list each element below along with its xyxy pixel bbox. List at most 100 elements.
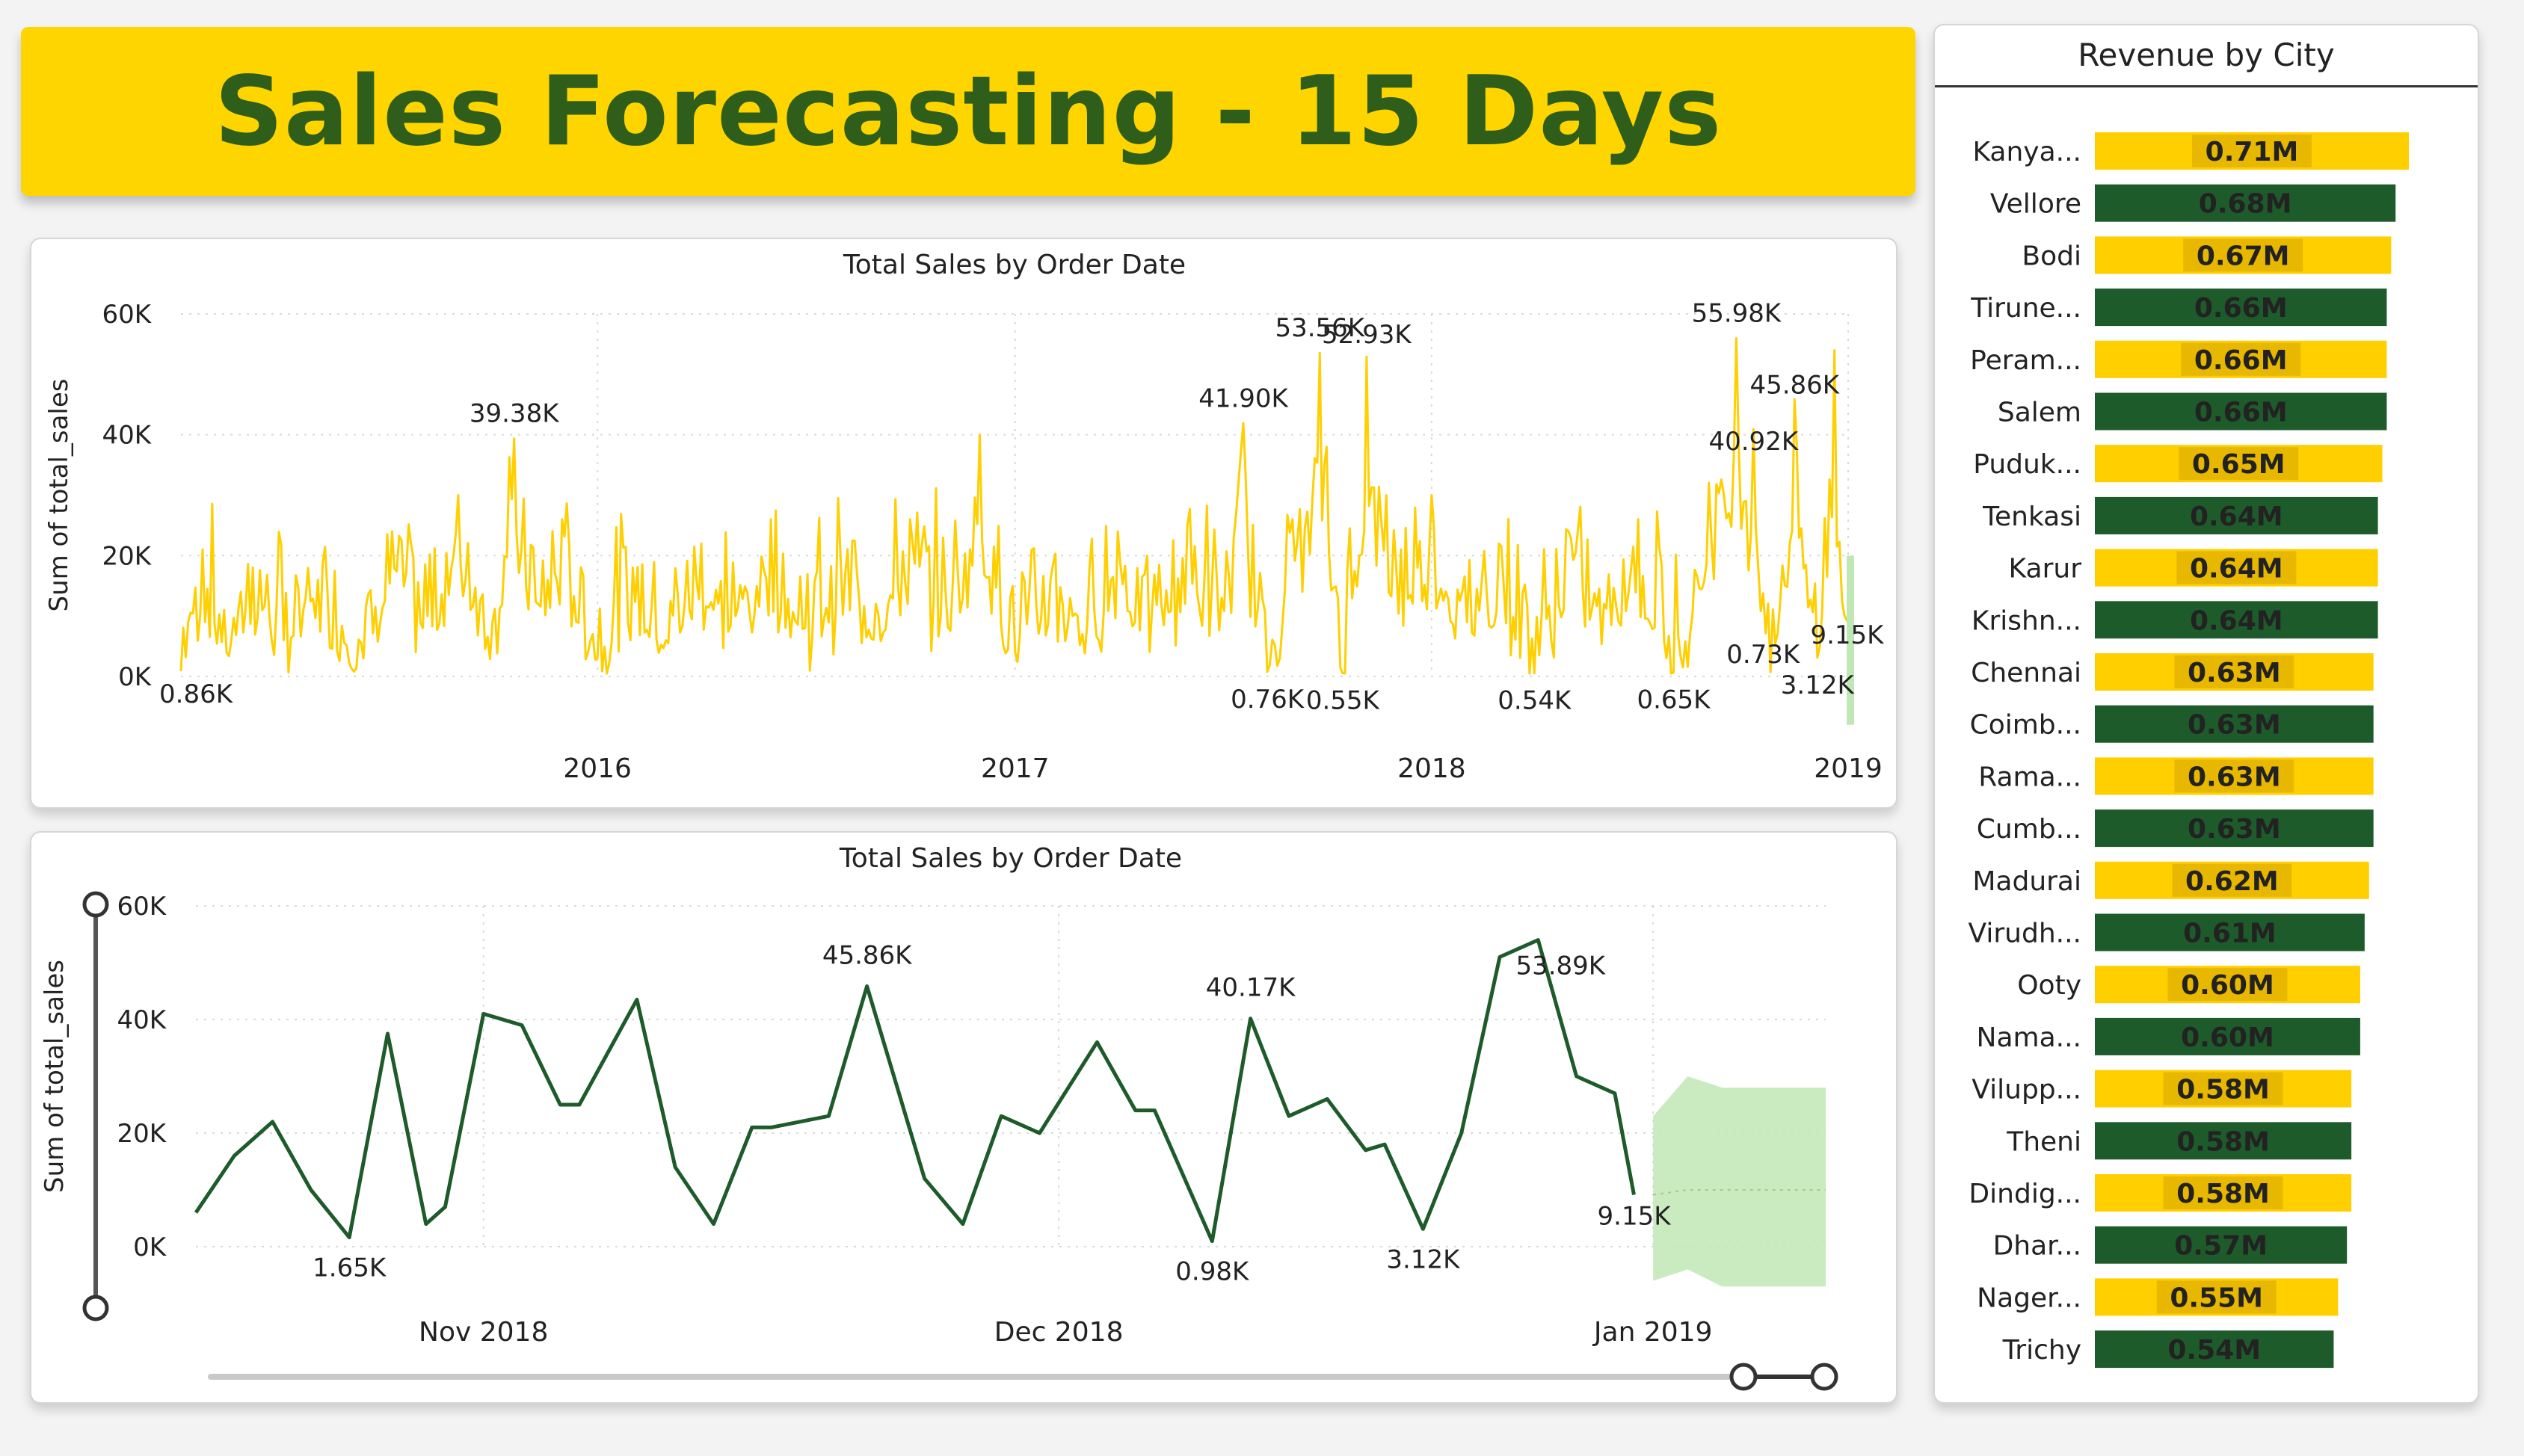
data-label: 40.17K bbox=[1206, 973, 1296, 1003]
city-bar-value-label: 0.57M bbox=[2174, 1231, 2268, 1262]
x-tick-label: Nov 2018 bbox=[419, 1317, 548, 1348]
city-label: Coimb... bbox=[1970, 710, 2081, 741]
city-label: Ooty bbox=[2017, 970, 2081, 1001]
city-label: Dindig... bbox=[1969, 1179, 2081, 1209]
data-label: 45.86K bbox=[822, 940, 913, 970]
y-tick-label: 20K bbox=[102, 541, 152, 571]
chart-title: Total Sales by Order Date bbox=[839, 843, 1182, 874]
city-bar-value-label: 0.58M bbox=[2176, 1126, 2270, 1157]
city-label: Karur bbox=[2009, 554, 2082, 584]
data-label: 1.65K bbox=[313, 1253, 387, 1283]
data-label: 0.73K bbox=[1726, 640, 1801, 670]
page-title: Sales Forecasting - 15 Days bbox=[215, 56, 1723, 167]
forecast-line-chart[interactable]: Total Sales by Order Date Sum of total_sa… bbox=[31, 833, 1896, 1402]
city-label: Chennai bbox=[1971, 658, 2081, 688]
city-bar-value-label: 0.58M bbox=[2176, 1179, 2270, 1209]
data-label: 41.90K bbox=[1198, 383, 1289, 413]
forecast-band bbox=[1653, 1076, 1826, 1286]
y-tick-label: 60K bbox=[102, 300, 152, 330]
chart-title: Total Sales by Order Date bbox=[843, 250, 1186, 280]
data-label: 0.65K bbox=[1637, 685, 1711, 715]
data-label: 55.98K bbox=[1692, 298, 1782, 328]
series-line-total-sales bbox=[181, 339, 1847, 674]
city-bar-value-label: 0.61M bbox=[2183, 919, 2277, 949]
city-label: Nager... bbox=[1977, 1283, 2081, 1313]
x-tick-label: 2018 bbox=[1397, 753, 1466, 784]
city-label: Tenkasi bbox=[1982, 502, 2081, 532]
series-line-total-sales bbox=[196, 940, 1634, 1241]
city-bar-value-label: 0.58M bbox=[2176, 1075, 2270, 1105]
city-bar-value-label: 0.63M bbox=[2188, 814, 2281, 845]
city-label: Salem bbox=[1998, 398, 2081, 428]
city-label: Peram... bbox=[1970, 345, 2081, 376]
city-bar-value-label: 0.65M bbox=[2192, 449, 2286, 480]
city-label: Bodi bbox=[2022, 241, 2081, 271]
y-tick-label: 40K bbox=[117, 1005, 167, 1035]
city-bar-value-label: 0.66M bbox=[2194, 398, 2288, 428]
y-axis-label: Sum of total_sales bbox=[44, 378, 74, 611]
city-label: Rama... bbox=[1978, 762, 2081, 792]
city-label: Theni bbox=[2006, 1126, 2081, 1157]
x-tick-label: Dec 2018 bbox=[994, 1317, 1124, 1348]
city-label: Trichy bbox=[2002, 1335, 2081, 1366]
title-banner: Sales Forecasting - 15 Days bbox=[21, 27, 1915, 196]
y-range-slider-handle[interactable] bbox=[84, 893, 107, 916]
city-bar-value-label: 0.63M bbox=[2188, 658, 2281, 688]
x-tick-label: Jan 2019 bbox=[1592, 1317, 1713, 1348]
data-label: 52.93K bbox=[1322, 320, 1412, 350]
city-bar-value-label: 0.63M bbox=[2188, 710, 2281, 741]
y-tick-label: 0K bbox=[133, 1233, 167, 1262]
city-label: Virudh... bbox=[1969, 919, 2081, 949]
city-label: Krishn... bbox=[1972, 605, 2081, 636]
city-bar-value-label: 0.66M bbox=[2194, 293, 2288, 324]
data-label: 9.15K bbox=[1810, 620, 1885, 650]
top-line-chart[interactable]: Total Sales by Order Date Sum of total_sa… bbox=[31, 239, 1896, 807]
city-label: Dhar... bbox=[1993, 1231, 2081, 1262]
city-bar-value-label: 0.55M bbox=[2170, 1283, 2263, 1313]
data-label: 53.89K bbox=[1515, 951, 1606, 981]
x-tick-label: 2016 bbox=[563, 753, 632, 784]
city-label: Cumb... bbox=[1977, 814, 2081, 845]
city-bar-value-label: 0.63M bbox=[2188, 762, 2281, 792]
y-tick-label: 20K bbox=[117, 1119, 167, 1149]
data-label: 39.38K bbox=[470, 399, 560, 429]
data-label: 0.55K bbox=[1306, 686, 1381, 716]
x-range-slider-handle[interactable] bbox=[1812, 1365, 1836, 1389]
data-label: 45.86K bbox=[1749, 370, 1840, 400]
y-tick-label: 40K bbox=[102, 421, 152, 451]
data-label: 0.54K bbox=[1498, 686, 1572, 716]
data-label: 9.15K bbox=[1598, 1201, 1672, 1231]
data-label: 40.92K bbox=[1708, 427, 1799, 457]
city-bar-value-label: 0.71M bbox=[2206, 137, 2299, 167]
y-range-slider-handle[interactable] bbox=[84, 1297, 107, 1319]
city-label: Vellore bbox=[1990, 189, 2081, 220]
top-chart-card: Total Sales by Order Date Sum of total_sa… bbox=[30, 238, 1897, 809]
city-bar-value-label: 0.67M bbox=[2197, 241, 2290, 271]
bottom-chart-card: Total Sales by Order Date Sum of total_sa… bbox=[30, 831, 1897, 1404]
city-bar-value-label: 0.66M bbox=[2194, 345, 2288, 376]
city-bar-value-label: 0.64M bbox=[2190, 605, 2283, 636]
city-label: Madurai bbox=[1972, 866, 2081, 897]
x-tick-label: 2019 bbox=[1814, 753, 1883, 784]
x-range-slider-handle[interactable] bbox=[1732, 1365, 1755, 1389]
y-tick-label: 60K bbox=[117, 892, 167, 922]
city-bar-value-label: 0.60M bbox=[2181, 970, 2274, 1001]
city-label: Tirune... bbox=[1970, 293, 2081, 324]
city-bar-value-label: 0.64M bbox=[2190, 502, 2283, 532]
city-label: Nama... bbox=[1977, 1022, 2081, 1053]
data-label: 3.12K bbox=[1386, 1244, 1461, 1274]
city-revenue-card: Revenue by City Kanya... 0.71M Vellore 0.68… bbox=[1933, 24, 2479, 1404]
data-label: 0.98K bbox=[1175, 1257, 1250, 1287]
data-label: 0.86K bbox=[159, 679, 234, 709]
city-label: Vilupp... bbox=[1972, 1075, 2081, 1105]
x-tick-label: 2017 bbox=[981, 753, 1050, 784]
city-bar-value-label: 0.68M bbox=[2199, 189, 2292, 220]
city-bar-value-label: 0.64M bbox=[2190, 554, 2283, 584]
city-bar-value-label: 0.60M bbox=[2181, 1022, 2274, 1053]
y-tick-label: 0K bbox=[118, 662, 153, 692]
city-bar-value-label: 0.54M bbox=[2167, 1335, 2261, 1366]
city-bar-value-label: 0.62M bbox=[2185, 866, 2279, 897]
city-label: Kanya... bbox=[1972, 137, 2081, 167]
y-axis-label: Sum of total_sales bbox=[40, 960, 70, 1193]
city-bar-chart[interactable]: Kanya... 0.71M Vellore 0.68M Bodi 0.67M Tirune… bbox=[1935, 25, 2478, 1402]
